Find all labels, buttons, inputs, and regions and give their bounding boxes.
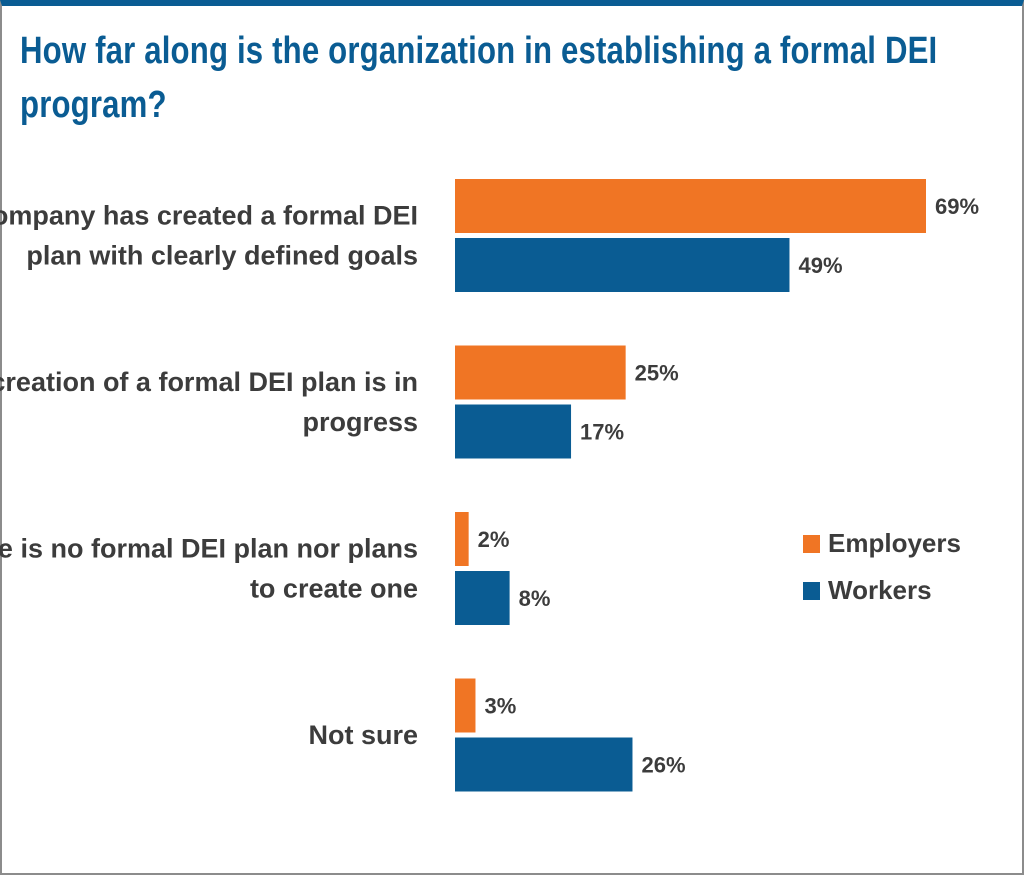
data-label-employers-0: 69%	[935, 194, 979, 219]
category-label-line: The creation of a formal DEI plan is in	[0, 367, 418, 397]
category-label-line: plan with clearly defined goals	[26, 241, 418, 271]
category-label-1: The creation of a formal DEI plan is in p…	[0, 367, 418, 437]
category-label-line: There is no formal DEI plan nor plans	[0, 534, 418, 564]
data-label-employers-3: 3%	[484, 694, 516, 719]
bar-workers-0	[455, 238, 790, 292]
labels-layer: 69% 49% The company has created a formal D…	[0, 194, 979, 778]
category-label-line: The company has created a formal DEI	[0, 201, 418, 231]
bar-workers-1	[455, 404, 572, 459]
category-label-2: There is no formal DEI plan nor plans to …	[0, 534, 418, 604]
legend-swatch-workers	[803, 582, 820, 600]
data-label-workers-0: 49%	[798, 253, 842, 278]
chart-title: How far along is the organization in est…	[20, 30, 938, 126]
data-label-workers-2: 8%	[519, 586, 551, 611]
legend-swatch-employers	[803, 535, 820, 553]
legend-label-workers: Workers	[828, 575, 932, 605]
legend-label-employers: Employers	[828, 528, 961, 558]
data-label-employers-2: 2%	[478, 527, 510, 552]
category-label-3: Not sure	[308, 720, 418, 750]
legend: Employers Workers	[803, 528, 961, 605]
bars-layer	[455, 179, 926, 792]
bar-workers-2	[455, 571, 510, 625]
category-label-line: progress	[302, 407, 418, 437]
bar-employers-1	[455, 345, 626, 400]
category-label-0: The company has created a formal DEI plan…	[0, 201, 418, 271]
category-label-line: to create one	[250, 574, 418, 604]
category-label-line: Not sure	[308, 720, 418, 750]
bar-employers-0	[455, 179, 926, 233]
data-label-workers-1: 17%	[580, 420, 624, 445]
bar-employers-3	[455, 678, 476, 733]
data-label-workers-3: 26%	[641, 753, 685, 778]
bar-workers-3	[455, 737, 633, 792]
bar-employers-2	[455, 512, 469, 566]
data-label-employers-1: 25%	[635, 361, 679, 386]
